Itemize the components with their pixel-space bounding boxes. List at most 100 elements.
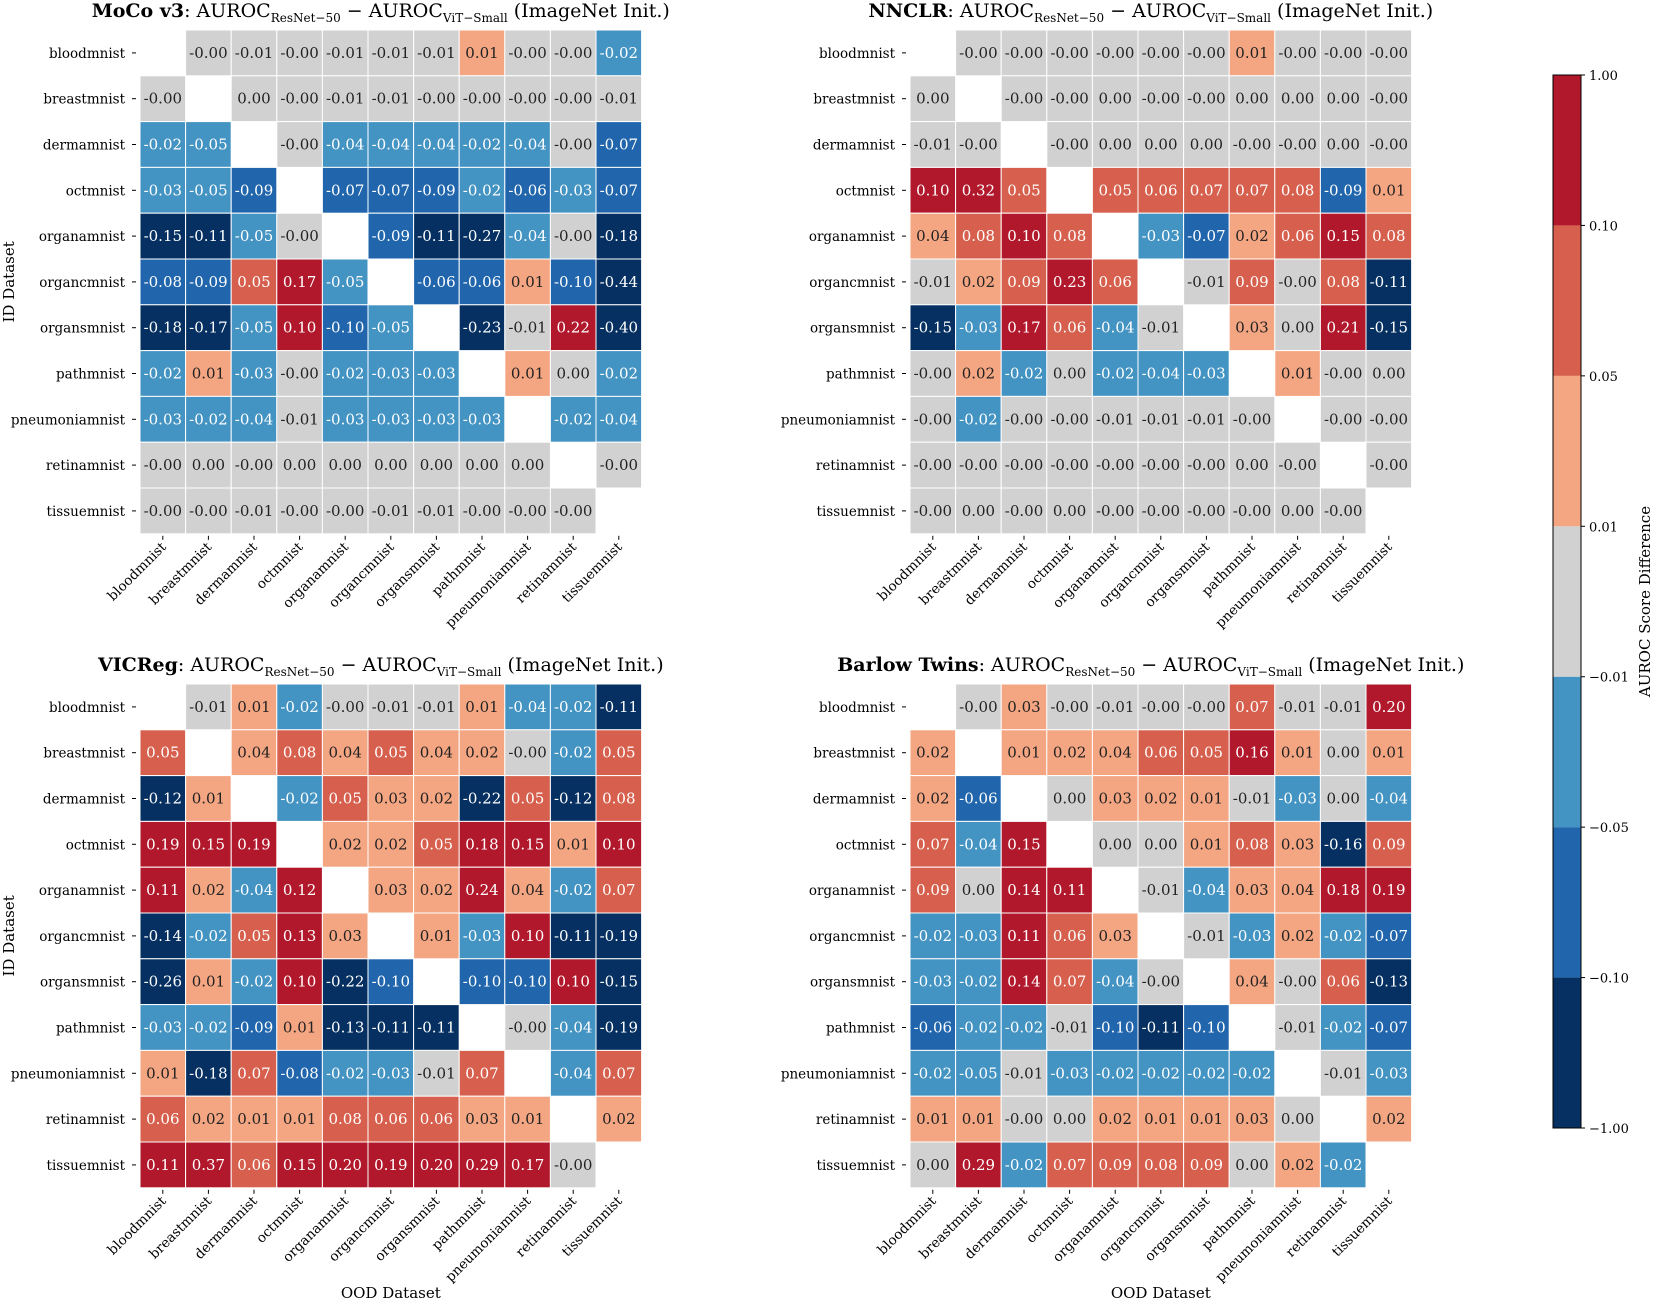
y-tick-label: organsmnist (810, 975, 896, 991)
heatmap-cell (1319, 912, 1367, 960)
cell-value: -0.09 (417, 181, 455, 199)
cell-value: 0.07 (1053, 1156, 1086, 1174)
heatmap-cell (1228, 775, 1276, 822)
cell-value: -0.03 (463, 410, 501, 428)
heatmap-cell (367, 1141, 415, 1189)
cell-value: -0.03 (1370, 1064, 1408, 1082)
cell-value: 0.01 (556, 835, 589, 853)
cell-value: -0.11 (600, 698, 638, 716)
cell-value: -0.00 (1278, 456, 1316, 474)
cell-value: -0.00 (554, 90, 592, 108)
cell-value: -0.09 (1324, 181, 1362, 199)
y-tick-label: dermamnist (813, 138, 896, 154)
cell-value: -0.07 (1370, 1019, 1408, 1037)
heatmap-cell (1137, 729, 1185, 777)
cell-value: 0.10 (283, 973, 316, 991)
cell-value: -0.00 (1005, 502, 1043, 520)
heatmap-cell (1046, 1141, 1093, 1189)
cell-value: 0.11 (1053, 881, 1086, 899)
cell-value: 0.11 (146, 1156, 179, 1174)
cell-value: 0.00 (1053, 502, 1086, 520)
heatmap-cell (549, 1004, 597, 1051)
heatmap-cell (1365, 29, 1413, 77)
cell-value: 0.07 (1235, 181, 1268, 199)
y-tick-label: organcmnist (39, 929, 125, 945)
heatmap-cell (321, 258, 369, 306)
cell-value: -0.08 (280, 1064, 318, 1082)
cell-value: -0.03 (554, 181, 592, 199)
cell-value: 0.10 (511, 927, 544, 945)
y-tick-label: pathmnist (826, 1021, 896, 1037)
heatmap-cell (549, 166, 597, 214)
cell-value: -0.00 (1096, 44, 1134, 62)
heatmap-cell (504, 29, 551, 77)
heatmap-cell (367, 350, 415, 397)
heatmap-cell (413, 1095, 460, 1143)
cell-value: 0.05 (374, 744, 407, 762)
cell-value: 0.02 (1281, 927, 1314, 945)
cell-value: -0.00 (914, 365, 952, 383)
cell-value: -0.01 (1096, 410, 1134, 428)
heatmap-cell (955, 958, 1002, 1006)
colorbar-tick-label: −1.00 (1589, 1122, 1629, 1137)
heatmap-cell (185, 121, 232, 168)
cell-value: -0.02 (1324, 927, 1362, 945)
cell-value: -0.04 (600, 410, 638, 428)
cell-value: -0.00 (1324, 44, 1362, 62)
heatmap-cell (139, 121, 187, 168)
cell-value: 0.03 (1235, 319, 1268, 337)
heatmap-cell (1137, 487, 1185, 535)
heatmap-cell (139, 258, 187, 306)
cell-value: -0.00 (1142, 973, 1180, 991)
cell-value: -0.05 (235, 227, 273, 245)
cell-value: 0.05 (420, 835, 453, 853)
cell-value: 0.01 (465, 44, 498, 62)
heatmap-cell (1319, 866, 1367, 914)
cell-value: -0.03 (417, 410, 455, 428)
cell-value: -0.18 (600, 227, 638, 245)
heatmap-cell (955, 1049, 1002, 1097)
heatmap-cell (230, 395, 278, 443)
cell-value: -0.03 (144, 181, 182, 199)
cell-value: 0.08 (283, 744, 316, 762)
cell-value: -0.01 (372, 90, 410, 108)
cell-value: -0.04 (1096, 319, 1134, 337)
heatmap-cell (909, 729, 957, 777)
heatmap-cell (276, 958, 323, 1006)
heatmap-cell (230, 1141, 278, 1189)
cell-value: 0.05 (328, 790, 361, 808)
y-axis-label: ID Dataset (0, 241, 18, 322)
heatmap-cell (1319, 166, 1367, 214)
heatmap-cell (367, 683, 415, 731)
cell-value: 0.03 (1235, 1110, 1268, 1128)
cell-value: -0.03 (914, 973, 952, 991)
cell-value: -0.01 (372, 502, 410, 520)
heatmap-cell (595, 75, 643, 123)
heatmap-cell (139, 166, 187, 214)
heatmap-cell (909, 121, 957, 168)
cell-value: -0.02 (1005, 1019, 1043, 1037)
cell-value: -0.00 (914, 456, 952, 474)
cell-value: -0.04 (508, 136, 546, 154)
heatmap-cell (1137, 866, 1185, 914)
cell-value: -0.01 (1050, 1019, 1088, 1037)
cell-value: 0.17 (511, 1156, 544, 1174)
heatmap-cell (413, 441, 460, 489)
heatmap-cell (549, 729, 597, 777)
cell-value: 0.10 (283, 319, 316, 337)
cell-value: -0.12 (144, 790, 182, 808)
cell-value: 0.00 (1235, 90, 1268, 108)
cell-value: -0.00 (144, 456, 182, 474)
heatmap-cell (504, 304, 551, 352)
colorbar-segment (1553, 225, 1581, 376)
cell-value: -0.00 (1050, 456, 1088, 474)
cell-value: -0.00 (1142, 456, 1180, 474)
cell-value: 0.03 (465, 1110, 498, 1128)
colorbar-tick-label: −0.05 (1589, 821, 1629, 836)
heatmap-cell (321, 487, 369, 535)
cell-value: 0.00 (556, 365, 589, 383)
heatmap-cell (1046, 395, 1093, 443)
cell-value: 0.00 (1281, 502, 1314, 520)
heatmap-cell (139, 441, 187, 489)
cell-value: -0.00 (1324, 410, 1362, 428)
